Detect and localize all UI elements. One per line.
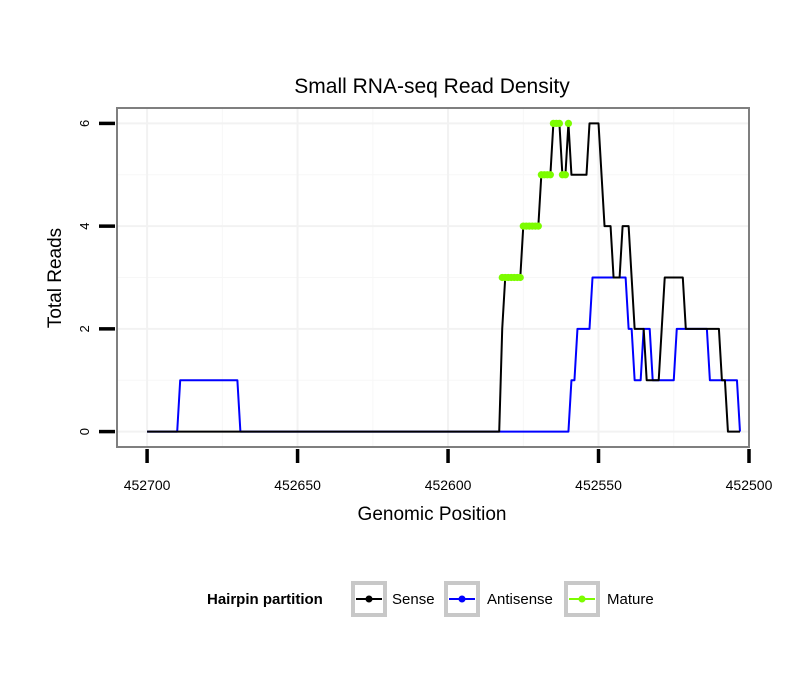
- legend-key-point: [365, 595, 373, 603]
- legend-title: Hairpin partition: [207, 591, 323, 608]
- mature-point: [561, 171, 570, 179]
- sense-line: [147, 122, 740, 433]
- legend-label: Mature: [607, 591, 654, 608]
- y-tick-label: 4: [77, 223, 92, 230]
- legend-key-point: [458, 595, 466, 603]
- mature-point: [564, 119, 573, 128]
- mature-point: [546, 171, 554, 179]
- legend-item-mature: Mature: [564, 581, 654, 617]
- mature-point: [516, 273, 524, 282]
- y-axis-label: Total Reads: [45, 228, 66, 328]
- x-tick-label: 452650: [274, 477, 321, 493]
- plot-border: [116, 107, 750, 448]
- chart-title: Small RNA-seq Read Density: [294, 75, 570, 98]
- mature-point: [555, 119, 564, 128]
- y-tick-label: 2: [77, 325, 92, 332]
- legend-key-point: [578, 595, 586, 603]
- y-axis: 0 2 4 6: [77, 120, 115, 435]
- x-tick-label: 452550: [575, 477, 622, 493]
- legend-label: Antisense: [487, 591, 553, 608]
- legend-label: Sense: [392, 591, 435, 608]
- x-tick-label: 452700: [124, 477, 171, 493]
- y-tick-label: 6: [77, 120, 92, 127]
- x-tick-label: 452500: [726, 477, 773, 493]
- x-axis-label: Genomic Position: [358, 504, 507, 525]
- y-tick-label: 0: [77, 428, 92, 435]
- legend-item-sense: Sense: [351, 581, 435, 617]
- x-tick-label: 452600: [425, 477, 472, 493]
- series-layer: [147, 119, 741, 433]
- legend: Hairpin partition Sense Antisense Mature: [207, 581, 654, 617]
- mature-point: [534, 222, 542, 230]
- legend-item-antisense: Antisense: [444, 581, 553, 617]
- x-axis: 452700 452650 452600 452550 452500: [124, 449, 773, 493]
